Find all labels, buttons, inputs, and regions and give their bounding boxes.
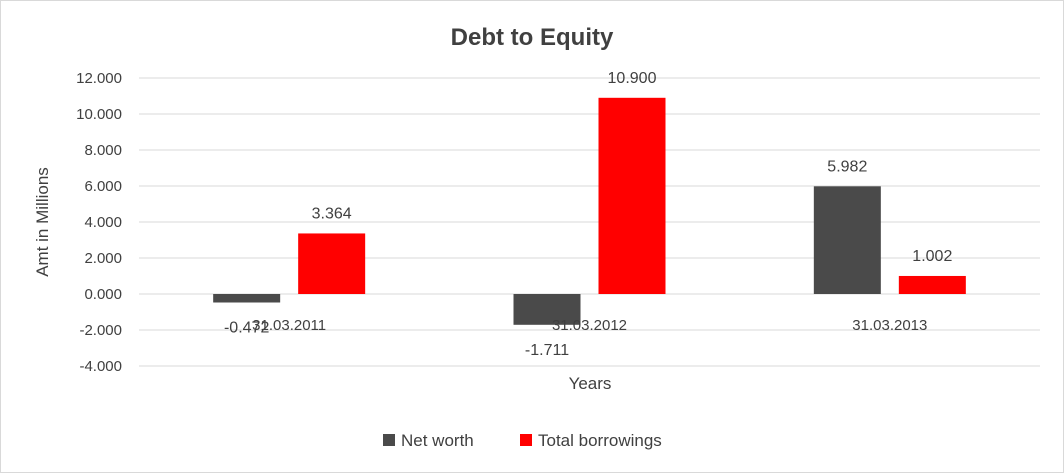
gridlines [139, 77, 1040, 367]
y-tick-label: -2.000 [79, 322, 122, 339]
data-label: 5.982 [827, 158, 867, 175]
y-tick-label: 8.000 [84, 142, 122, 159]
data-label: 1.002 [912, 248, 952, 265]
legend-swatch [383, 434, 395, 446]
x-axis-title: Years [569, 374, 612, 393]
y-tick-label: 10.000 [76, 106, 122, 123]
y-tick-label: 2.000 [84, 250, 122, 267]
data-label: -1.711 [525, 342, 569, 359]
y-tick-label: 6.000 [84, 178, 122, 195]
data-label: 10.900 [608, 70, 657, 87]
bars [213, 97, 966, 325]
data-labels: -0.472 3.364 -1.711 10.900 5.982 1.002 [224, 70, 952, 359]
y-tick-label: 4.000 [84, 214, 122, 231]
y-tick-label: 0.000 [84, 286, 122, 303]
x-tick-label: 31.03.2012 [552, 317, 627, 334]
y-tick-label: -4.000 [79, 358, 122, 375]
y-axis-title: Amt in Millions [33, 167, 52, 277]
x-axis-ticks: 31.03.2011 31.03.2012 31.03.2013 [252, 317, 927, 334]
data-label: -0.472 [224, 319, 269, 336]
legend-label: Total borrowings [538, 431, 662, 450]
bar [898, 275, 966, 294]
y-tick-label: 12.000 [76, 70, 122, 87]
bar [598, 97, 666, 294]
legend: Net worth Total borrowings [383, 431, 662, 450]
legend-swatch [520, 434, 532, 446]
chart-title: Debt to Equity [451, 24, 614, 51]
legend-label: Net worth [401, 431, 474, 450]
x-tick-label: 31.03.2013 [852, 317, 927, 334]
bar [513, 294, 581, 325]
data-label: 3.364 [312, 205, 352, 222]
bar [298, 233, 366, 294]
x-tick-label: 31.03.2011 [252, 317, 326, 334]
bar [813, 186, 881, 294]
y-axis-ticks: 12.000 10.000 8.000 6.000 4.000 2.000 0.000 -2.… [76, 70, 122, 375]
bar [213, 294, 281, 303]
